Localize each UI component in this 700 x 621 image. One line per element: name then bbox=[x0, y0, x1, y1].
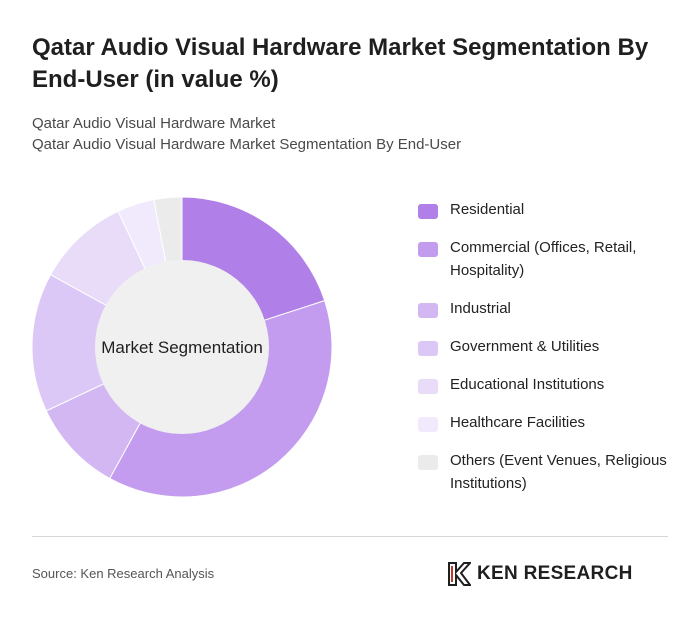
legend-item: Residential bbox=[418, 198, 678, 221]
legend-item: Commercial (Offices, Retail, Hospitality… bbox=[418, 236, 678, 282]
legend-swatch bbox=[418, 204, 438, 219]
subtitle-line-1: Qatar Audio Visual Hardware Market bbox=[32, 115, 276, 132]
donut-chart: Market Segmentation bbox=[31, 196, 333, 498]
legend-swatch bbox=[418, 303, 438, 318]
legend-item: Others (Event Venues, Religious Institut… bbox=[418, 449, 678, 495]
subtitle-line-2: Qatar Audio Visual Hardware Market Segme… bbox=[32, 136, 462, 153]
legend-item: Educational Institutions bbox=[418, 373, 678, 396]
donut-hole bbox=[95, 260, 269, 434]
legend-item: Healthcare Facilities bbox=[418, 411, 678, 434]
legend-swatch bbox=[418, 417, 438, 432]
legend-label: Educational Institutions bbox=[450, 376, 605, 393]
legend-swatch bbox=[418, 341, 438, 356]
legend-label: Commercial (Offices, Retail, Hospitality… bbox=[450, 239, 637, 279]
legend-item: Government & Utilities bbox=[418, 335, 678, 358]
source-note: Source: Ken Research Analysis bbox=[32, 566, 215, 581]
logo-text: KEN RESEARCH bbox=[477, 563, 633, 584]
legend-swatch bbox=[418, 455, 438, 470]
chart-legend: Residential Commercial (Offices, Retail, … bbox=[418, 198, 678, 495]
legend-label: Government & Utilities bbox=[450, 338, 600, 355]
legend-label: Others (Event Venues, Religious Institut… bbox=[450, 452, 667, 492]
legend-label: Healthcare Facilities bbox=[450, 414, 586, 431]
legend-swatch bbox=[418, 242, 438, 257]
legend-label: Industrial bbox=[450, 300, 511, 317]
legend-swatch bbox=[418, 379, 438, 394]
legend-label: Residential bbox=[450, 201, 525, 218]
legend-item: Industrial bbox=[418, 297, 678, 320]
subtitle: Qatar Audio Visual Hardware Market Qatar… bbox=[32, 113, 672, 155]
donut-center-label: Market Segmentation bbox=[101, 338, 263, 357]
ken-research-logo-icon bbox=[448, 562, 471, 586]
chart-title: Qatar Audio Visual Hardware Market Segme… bbox=[32, 34, 649, 93]
footer-divider bbox=[32, 536, 668, 537]
ken-research-logo: KEN RESEARCH bbox=[447, 560, 633, 588]
